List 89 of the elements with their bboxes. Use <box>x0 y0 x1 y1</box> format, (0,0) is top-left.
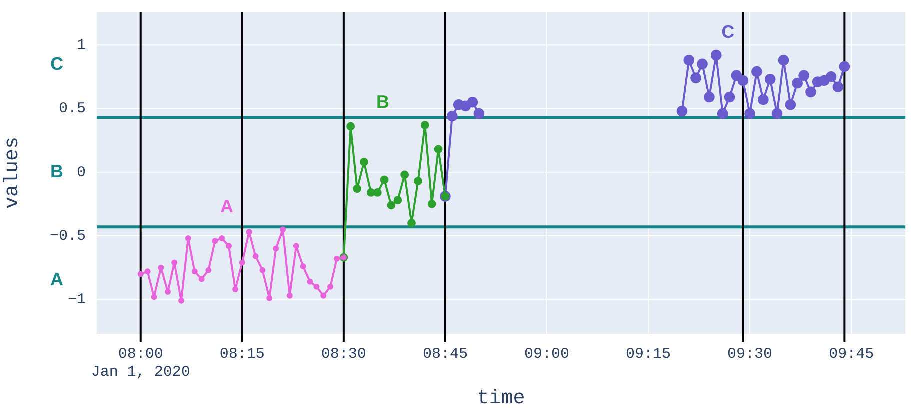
x-tick-label: 09:30 <box>728 346 773 363</box>
y-tick-label: 0 <box>76 164 86 182</box>
point <box>198 276 205 282</box>
point <box>806 86 816 98</box>
point <box>697 58 708 70</box>
point <box>151 294 158 300</box>
point <box>320 292 327 299</box>
point <box>273 246 280 252</box>
point <box>353 184 362 194</box>
x-tick-label: 08:00 Jan 1, 2020 <box>91 346 190 381</box>
point <box>252 253 259 260</box>
point <box>266 295 273 302</box>
point <box>394 196 402 205</box>
series-label: C <box>722 22 735 42</box>
point <box>328 284 334 290</box>
point <box>239 260 246 266</box>
x-tick-label: 09:15 <box>626 346 672 363</box>
y-tick-label: −1 <box>68 292 86 309</box>
point <box>414 177 422 186</box>
text: C <box>50 54 64 74</box>
text: B <box>50 161 64 182</box>
y-tick-label: 0.5 <box>58 100 86 118</box>
point <box>246 229 252 236</box>
point <box>724 92 736 103</box>
point <box>792 78 803 89</box>
point <box>467 96 478 108</box>
point <box>798 70 810 82</box>
point <box>158 264 164 271</box>
x-axis-title: time <box>477 387 526 410</box>
point <box>373 188 382 197</box>
point <box>408 219 416 228</box>
y-axis-title: values <box>1 136 24 210</box>
point <box>286 292 293 299</box>
point <box>314 284 320 290</box>
point <box>420 121 430 130</box>
point <box>474 108 485 120</box>
point <box>346 122 356 131</box>
point <box>165 289 172 295</box>
point <box>676 106 688 117</box>
point <box>446 110 458 122</box>
point <box>232 286 238 292</box>
point <box>428 200 436 208</box>
series-label: B <box>376 92 390 112</box>
y-tick-label: 1 <box>76 37 86 54</box>
point <box>387 201 396 210</box>
point <box>400 170 410 180</box>
point <box>172 260 178 266</box>
point <box>764 74 776 85</box>
x-tick-label: 08:45 <box>422 346 468 363</box>
point <box>778 54 790 66</box>
text: A <box>50 270 64 290</box>
point <box>178 298 184 304</box>
point <box>704 92 715 103</box>
point <box>758 94 769 106</box>
point <box>260 267 266 274</box>
point <box>380 176 389 184</box>
point <box>334 256 340 262</box>
point <box>138 271 144 278</box>
series-label: A <box>220 196 234 217</box>
point <box>684 54 695 66</box>
y-tick-label: −0.5 <box>50 228 86 245</box>
point <box>752 66 762 78</box>
point <box>785 100 796 110</box>
point <box>226 243 232 250</box>
point <box>300 264 306 270</box>
point <box>212 238 218 244</box>
point <box>744 108 756 120</box>
point <box>360 158 368 166</box>
point <box>690 72 702 84</box>
x-tick-label: 08:15 <box>220 346 265 363</box>
point <box>185 236 192 242</box>
point <box>832 82 844 92</box>
point <box>280 226 286 233</box>
x-tick-label: 09:45 <box>829 346 874 363</box>
point <box>219 236 226 242</box>
point <box>710 50 722 61</box>
point <box>206 267 212 274</box>
x-tick-label: 09:00 <box>524 346 570 363</box>
point <box>307 278 314 285</box>
point <box>738 75 749 86</box>
point <box>826 72 837 82</box>
x-tick-label: 08:30 <box>321 346 366 363</box>
point <box>434 145 443 154</box>
point <box>717 108 728 120</box>
point <box>839 61 850 72</box>
point <box>772 108 783 120</box>
point <box>293 243 300 250</box>
point <box>144 268 151 275</box>
point <box>192 268 198 275</box>
